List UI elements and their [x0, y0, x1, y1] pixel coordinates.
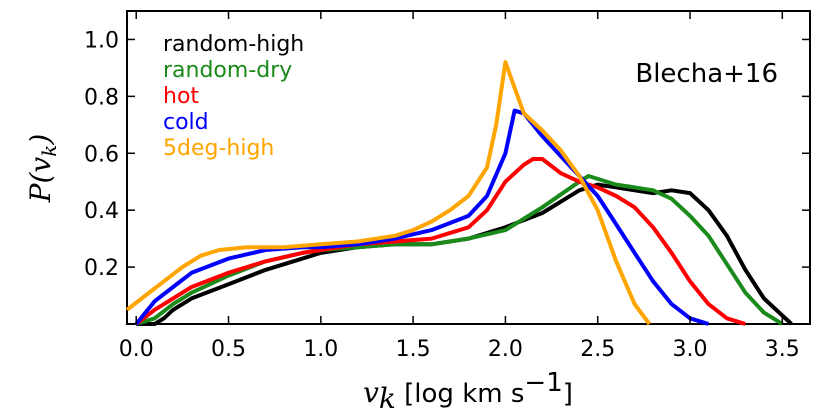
x-tick-label: 2.5	[580, 337, 615, 362]
legend-entry-hot: hot	[163, 84, 199, 109]
y-axis-label: P(vk)	[24, 134, 61, 204]
series-line-hot	[134, 157, 746, 326]
x-tick-label: 2.0	[488, 337, 523, 362]
x-tick-label: 1.5	[396, 337, 431, 362]
legend-entry-cold: cold	[163, 110, 209, 135]
series-line-random-high	[136, 182, 793, 326]
x-axis-label: vk [log km s−1]	[363, 368, 573, 414]
y-tick-label: 0.6	[84, 142, 119, 167]
legend-entry-random-high: random-high	[163, 32, 304, 57]
legend-entry-random-dry: random-dry	[163, 58, 292, 83]
series-line-cold	[134, 108, 710, 326]
x-tick-label: 3.0	[673, 337, 708, 362]
annotation-label: Blecha+16	[635, 59, 778, 89]
series-line-5deg-high	[125, 60, 652, 326]
y-tick-label: 1.0	[84, 28, 119, 53]
y-tick-label: 0.2	[84, 256, 119, 281]
y-tick-label: 0.8	[84, 85, 119, 110]
x-tick-label: 0.5	[211, 337, 246, 362]
y-tick-label: 0.4	[84, 199, 119, 224]
x-tick-label: 0.0	[119, 337, 154, 362]
x-tick-label: 1.0	[303, 337, 338, 362]
legend-entry-5deg-high: 5deg-high	[163, 136, 274, 161]
plot-area-frame	[126, 10, 811, 325]
x-tick-label: 3.5	[765, 337, 800, 362]
axis-ticks: 0.0 0.5 1.0 1.5 2.0 2.5 3.0 3.5 0.2 0.4 0.6 0.8 1.0	[84, 11, 810, 362]
series-lines	[125, 60, 793, 326]
